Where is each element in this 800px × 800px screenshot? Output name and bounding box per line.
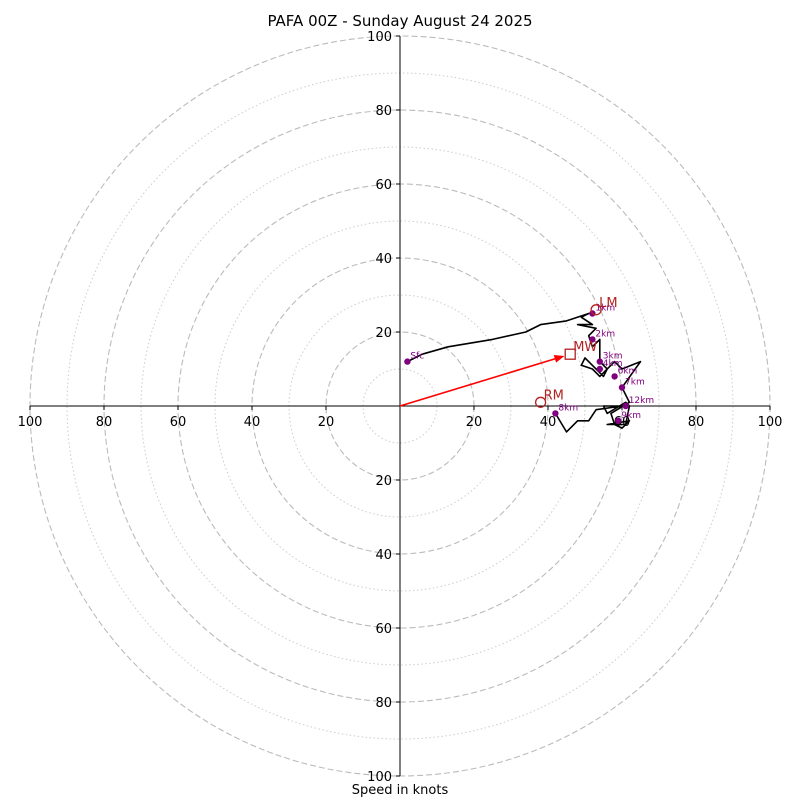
x-tick-label: 20	[466, 415, 483, 430]
x-tick-label: 100	[18, 415, 43, 430]
height-marker-label: 2km	[595, 329, 615, 339]
height-marker-label: 4km	[603, 359, 623, 369]
height-marker-label: 6km	[618, 366, 638, 376]
hodograph-trace	[407, 312, 642, 433]
height-marker-dot	[404, 358, 411, 365]
y-tick-label: 100	[367, 30, 392, 45]
height-marker-label: Sfc	[410, 352, 424, 362]
y-tick-label: 100	[367, 770, 392, 785]
mean-wind-marker	[564, 348, 576, 360]
y-tick-label: 80	[375, 696, 392, 711]
height-marker-dot	[596, 365, 603, 373]
x-tick-label: 80	[688, 415, 705, 430]
x-tick-label: 80	[96, 415, 113, 430]
height-marker-dot	[596, 358, 603, 365]
height-marker-label: 9km	[621, 411, 641, 421]
height-marker-dot	[622, 402, 629, 410]
right-mover-marker	[534, 396, 547, 408]
left-mover-marker	[590, 304, 602, 316]
y-tick-label: 60	[375, 622, 392, 637]
mean-wind-arrowhead	[553, 355, 565, 363]
height-marker-dot	[618, 384, 626, 391]
height-marker-label: 8km	[558, 403, 578, 413]
x-axis-label: Speed in knots	[351, 783, 449, 798]
mean-wind-label: MW	[573, 340, 597, 355]
height-marker-label: 3km	[603, 352, 623, 362]
y-tick-label: 20	[375, 326, 392, 341]
left-mover-label: LM	[599, 296, 617, 311]
x-tick-label: 40	[540, 415, 557, 430]
y-tick-label: 60	[375, 178, 392, 193]
height-marker-dot	[552, 410, 559, 417]
x-tick-label: 40	[244, 415, 261, 430]
height-marker-dot	[611, 373, 618, 380]
height-marker-dot	[615, 417, 622, 424]
x-tick-label: 20	[318, 415, 335, 430]
height-marker-label: 12km	[629, 396, 654, 406]
y-tick-label: 80	[375, 104, 392, 119]
height-marker-label: 1km	[595, 304, 615, 314]
mean-wind-vector	[399, 357, 558, 407]
height-marker-dot	[589, 336, 596, 343]
y-tick-label: 20	[375, 474, 392, 489]
y-tick-label: 40	[375, 252, 392, 267]
right-mover-label: RM	[544, 388, 564, 403]
chart-title: PAFA 00Z - Sunday August 24 2025	[267, 12, 533, 30]
x-tick-label: 100	[758, 415, 783, 430]
y-tick-label: 40	[375, 548, 392, 563]
x-tick-label: 60	[170, 415, 187, 430]
height-marker-label: 7km	[625, 378, 645, 388]
